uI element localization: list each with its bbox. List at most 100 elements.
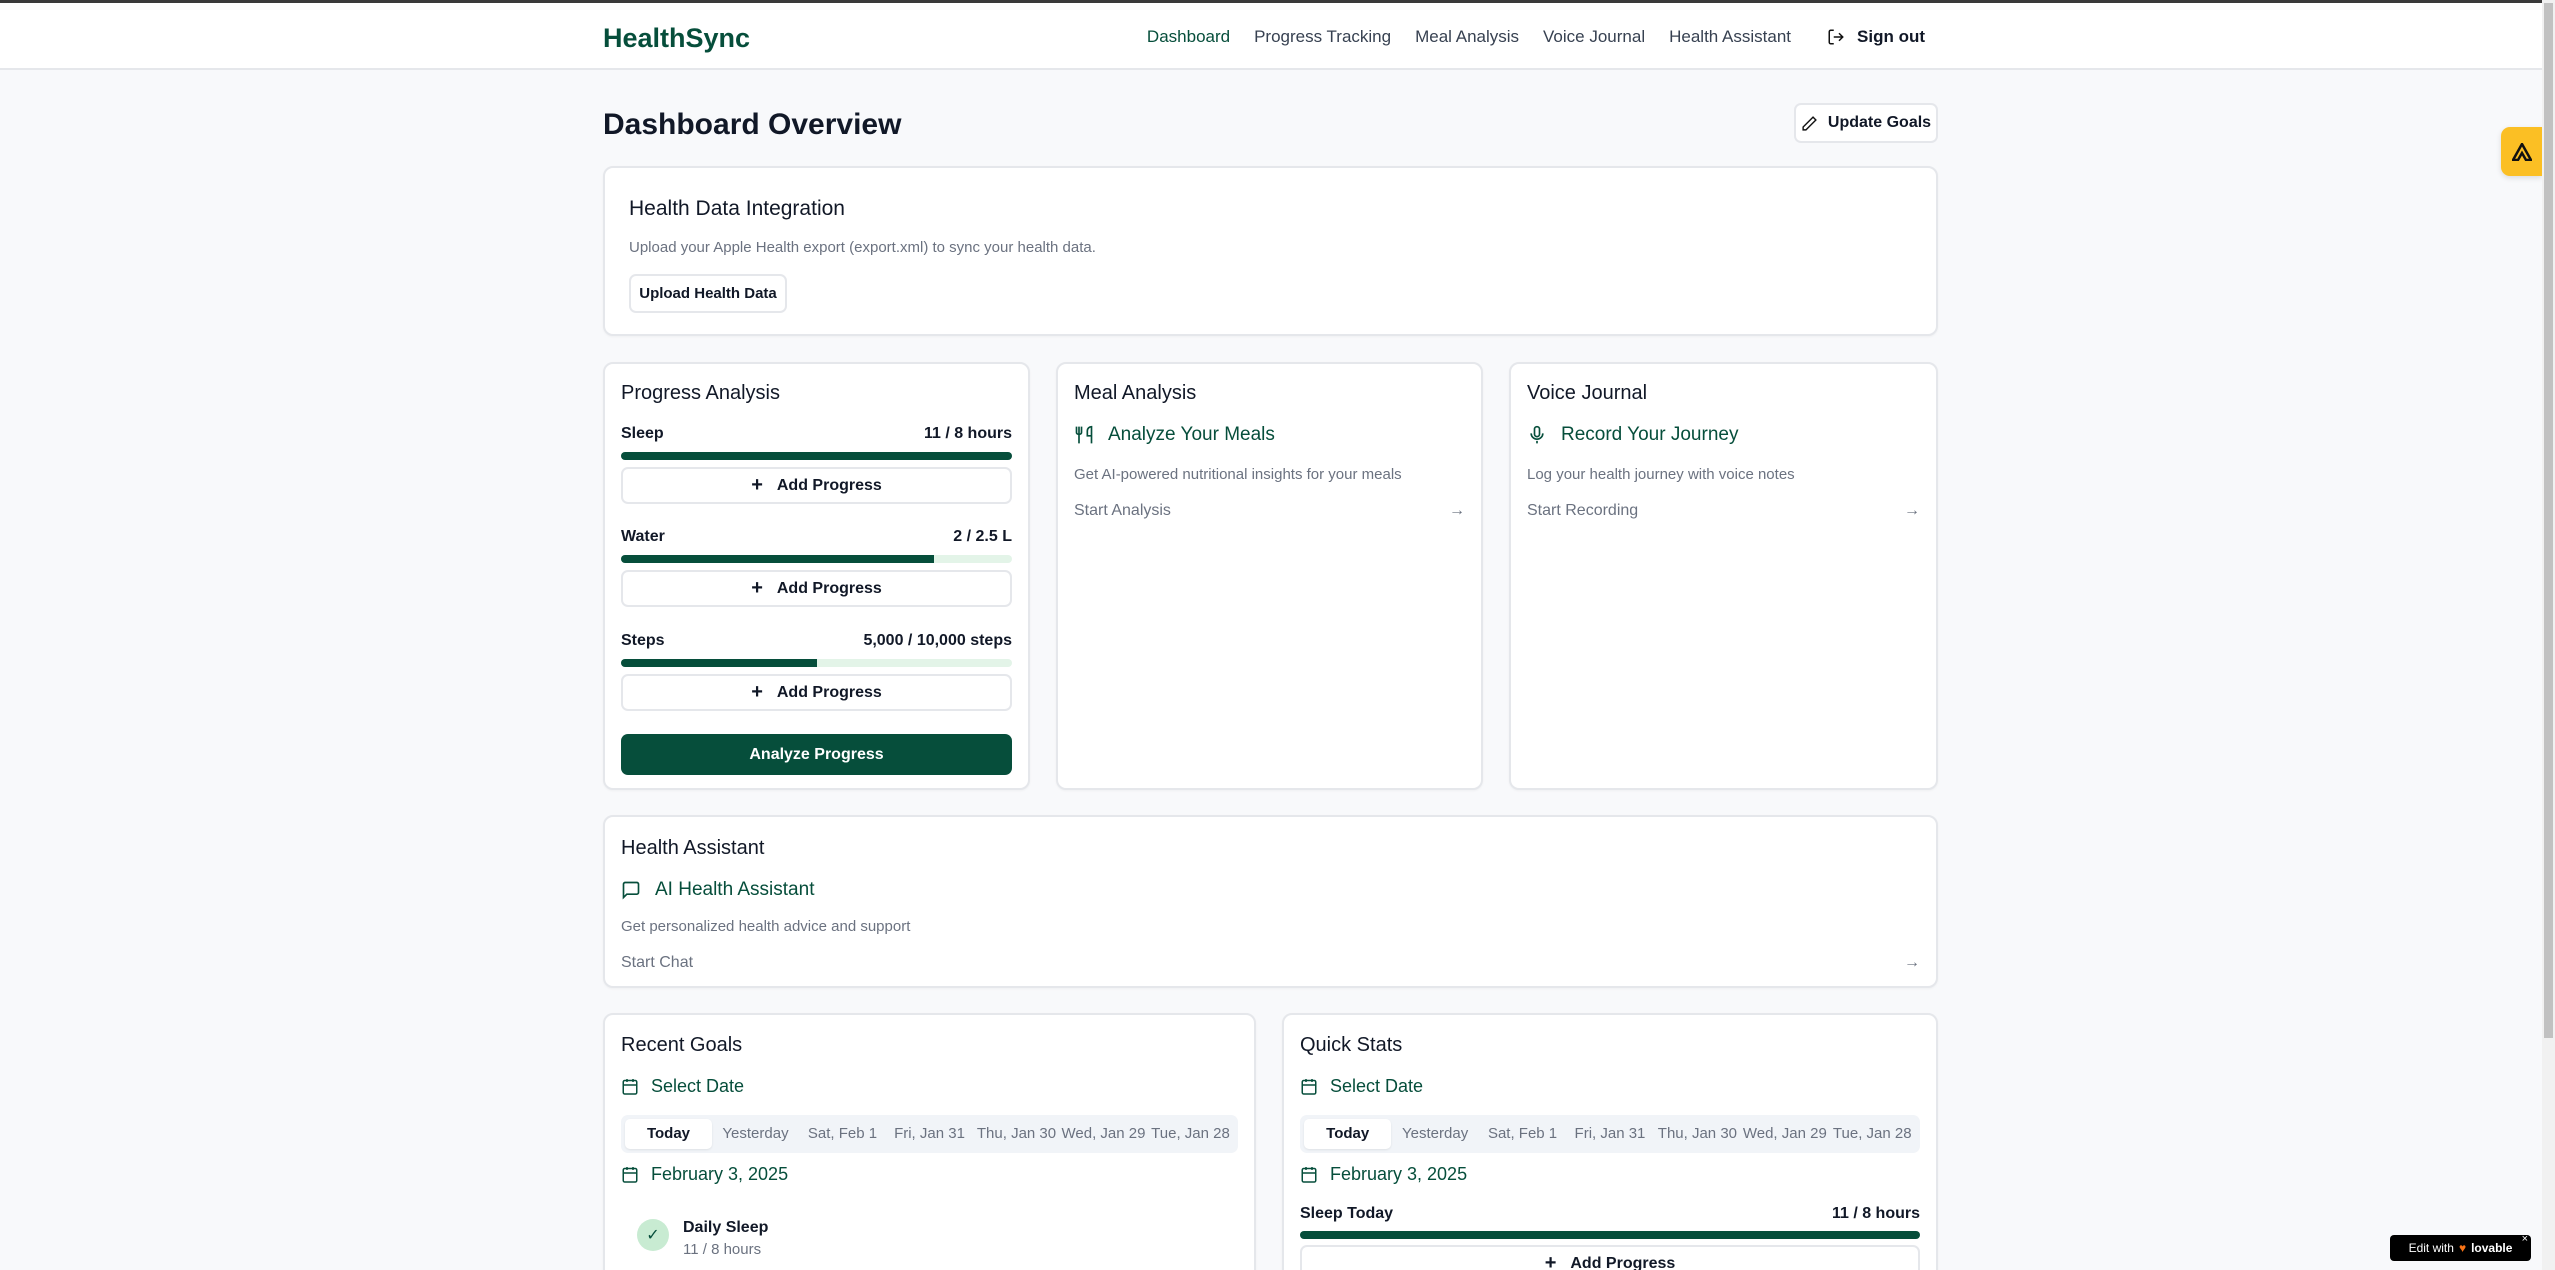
tab-thu-jan-30[interactable]: Thu, Jan 30 xyxy=(1657,1125,1737,1142)
tab-tue-jan-28[interactable]: Tue, Jan 28 xyxy=(1832,1125,1912,1142)
meal-analysis-card: Meal Analysis Analyze Your Meals Get AI-… xyxy=(1056,362,1483,790)
main-nav: Dashboard Progress Tracking Meal Analysi… xyxy=(1147,27,1925,47)
tab-tue-jan-28[interactable]: Tue, Jan 28 xyxy=(1151,1125,1230,1142)
date-label: February 3, 2025 xyxy=(1330,1164,1468,1184)
add-progress-sleep-button[interactable]: + Add Progress xyxy=(621,467,1012,504)
plus-icon: + xyxy=(751,577,763,599)
progress-row-steps: Steps 5,000 / 10,000 steps xyxy=(621,632,1012,650)
stat-value: 11 / 8 hours xyxy=(1831,1205,1920,1222)
tab-yesterday[interactable]: Yesterday xyxy=(1402,1125,1469,1142)
sign-out-button[interactable]: Sign out xyxy=(1827,27,1925,47)
chat-icon xyxy=(622,881,640,900)
nav-voice-journal[interactable]: Voice Journal xyxy=(1543,27,1646,46)
tab-sat-feb-1[interactable]: Sat, Feb 1 xyxy=(807,1125,878,1142)
card-description: Upload your Apple Health export (export.… xyxy=(629,239,1096,256)
nav-dashboard[interactable]: Dashboard xyxy=(1146,27,1231,46)
start-recording-link[interactable]: Start Recording → xyxy=(1527,502,1920,520)
brand-logo-icon xyxy=(2511,142,2532,161)
feature-label: Analyze Your Meals xyxy=(1108,424,1275,445)
date-tabs: Today Yesterday Sat, Feb 1 Fri, Jan 31 T… xyxy=(1300,1115,1920,1153)
progress-fill xyxy=(1300,1231,1920,1239)
tab-fri-jan-31[interactable]: Fri, Jan 31 xyxy=(1574,1125,1646,1142)
plus-icon: + xyxy=(1544,1252,1557,1270)
progress-value: 5,000 / 10,000 steps xyxy=(863,632,1012,649)
progress-value: 2 / 2.5 L xyxy=(953,528,1012,545)
microphone-icon xyxy=(1530,425,1544,444)
progress-bar-steps xyxy=(621,659,1012,667)
window-top-border xyxy=(0,0,2555,3)
floating-assistant-button[interactable] xyxy=(2501,127,2542,176)
analyze-progress-button[interactable]: Analyze Progress xyxy=(621,734,1012,775)
ai-health-assistant-feature[interactable]: AI Health Assistant xyxy=(621,879,814,901)
start-chat-link[interactable]: Start Chat → xyxy=(621,954,1920,972)
date-label: February 3, 2025 xyxy=(651,1164,789,1184)
tab-fri-jan-31[interactable]: Fri, Jan 31 xyxy=(894,1125,965,1142)
upload-health-data-button[interactable]: Upload Health Data xyxy=(629,274,787,313)
stat-label: Sleep Today xyxy=(1300,1205,1394,1222)
progress-analysis-card: Progress Analysis Sleep 11 / 8 hours + Add… xyxy=(603,362,1030,790)
recent-goals-card: Recent Goals Select Date Today Yesterday… xyxy=(603,1013,1256,1270)
card-title: Voice Journal xyxy=(1527,382,1648,404)
heart-icon: ♥ xyxy=(2458,1241,2467,1255)
calendar-icon xyxy=(622,1167,638,1183)
logo[interactable]: HealthSync xyxy=(603,23,751,53)
page-title: Dashboard Overview xyxy=(603,108,902,141)
tab-today[interactable]: Today xyxy=(1304,1119,1392,1149)
calendar-icon xyxy=(1301,1079,1317,1095)
arrow-right-icon: → xyxy=(1904,954,1920,971)
add-progress-water-button[interactable]: + Add Progress xyxy=(621,570,1012,607)
health-assistant-card: Health Assistant AI Health Assistant Get… xyxy=(603,815,1938,988)
progress-value: 11 / 8 hours xyxy=(923,425,1012,442)
start-analysis-link[interactable]: Start Analysis → xyxy=(1074,502,1465,520)
nav-health-assistant[interactable]: Health Assistant xyxy=(1669,27,1792,46)
tab-sat-feb-1[interactable]: Sat, Feb 1 xyxy=(1487,1125,1558,1142)
top-nav: HealthSync Dashboard Progress Tracking M… xyxy=(0,3,2542,70)
selected-date: February 3, 2025 xyxy=(621,1164,788,1185)
link-label: Start Recording xyxy=(1527,502,1639,519)
badge-brand: lovable xyxy=(2471,1241,2513,1255)
analyze-meals-feature[interactable]: Analyze Your Meals xyxy=(1074,424,1275,446)
card-title: Health Data Integration xyxy=(629,197,845,220)
log-out-icon xyxy=(1828,29,1844,45)
record-journey-feature[interactable]: Record Your Journey xyxy=(1527,424,1738,446)
tab-wed-jan-29[interactable]: Wed, Jan 29 xyxy=(1742,1125,1827,1142)
check-icon: ✓ xyxy=(637,1219,669,1251)
select-date-button[interactable]: Select Date xyxy=(621,1076,744,1097)
select-date-label: Select Date xyxy=(1330,1076,1424,1096)
nav-progress-tracking[interactable]: Progress Tracking xyxy=(1254,27,1392,46)
feature-label: Record Your Journey xyxy=(1561,424,1739,445)
stat-bar-sleep xyxy=(1300,1231,1920,1239)
card-title: Recent Goals xyxy=(621,1034,743,1056)
edit-with-lovable-badge[interactable]: Edit with ♥ lovable × xyxy=(2390,1233,2531,1261)
calendar-icon xyxy=(1301,1167,1317,1183)
tab-thu-jan-30[interactable]: Thu, Jan 30 xyxy=(976,1125,1057,1142)
health-data-integration-card: Health Data Integration Upload your Appl… xyxy=(603,166,1938,336)
nav-meal-analysis[interactable]: Meal Analysis xyxy=(1415,27,1520,46)
scrollbar[interactable] xyxy=(2542,0,2555,1270)
arrow-right-icon: → xyxy=(1449,502,1465,519)
progress-fill xyxy=(621,452,1012,460)
tab-today[interactable]: Today xyxy=(625,1119,712,1149)
add-progress-steps-button[interactable]: + Add Progress xyxy=(621,674,1012,711)
badge-close-button[interactable]: × xyxy=(2521,1233,2528,1245)
tab-wed-jan-29[interactable]: Wed, Jan 29 xyxy=(1061,1125,1146,1142)
date-tabs: Today Yesterday Sat, Feb 1 Fri, Jan 31 T… xyxy=(621,1115,1238,1153)
tab-yesterday[interactable]: Yesterday xyxy=(722,1125,789,1142)
card-title: Quick Stats xyxy=(1300,1034,1403,1056)
link-label: Start Analysis xyxy=(1074,502,1171,519)
scrollbar-thumb[interactable] xyxy=(2544,3,2553,1038)
add-progress-label: Add Progress xyxy=(776,579,882,597)
voice-journal-card: Voice Journal Record Your Journey Log yo… xyxy=(1509,362,1938,790)
card-title: Health Assistant xyxy=(621,837,765,859)
card-title: Meal Analysis xyxy=(1074,382,1197,404)
select-date-button[interactable]: Select Date xyxy=(1300,1076,1423,1097)
badge-text: Edit with xyxy=(2408,1241,2454,1255)
update-goals-button[interactable]: Update Goals xyxy=(1794,103,1938,143)
add-progress-label: Add Progress xyxy=(1570,1254,1676,1270)
add-progress-button[interactable]: + Add Progress xyxy=(1300,1245,1920,1270)
add-progress-label: Add Progress xyxy=(776,683,882,701)
goal-value: 11 / 8 hours xyxy=(683,1241,762,1258)
pencil-icon xyxy=(1802,115,1817,131)
progress-row-sleep: Sleep 11 / 8 hours xyxy=(621,425,1012,443)
card-description: Log your health journey with voice notes xyxy=(1527,466,1795,483)
